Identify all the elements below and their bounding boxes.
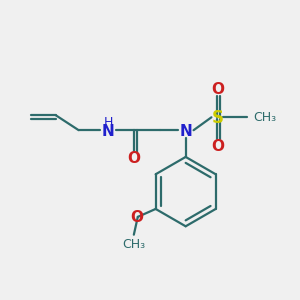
Text: CH₃: CH₃ — [122, 238, 146, 251]
Text: S: S — [212, 109, 224, 127]
Text: O: O — [130, 210, 143, 225]
Text: O: O — [211, 82, 224, 97]
Text: N: N — [102, 124, 115, 139]
Text: O: O — [211, 139, 224, 154]
Text: H: H — [104, 116, 113, 129]
Text: O: O — [128, 152, 141, 166]
Text: N: N — [179, 124, 192, 139]
Text: CH₃: CH₃ — [253, 111, 276, 124]
